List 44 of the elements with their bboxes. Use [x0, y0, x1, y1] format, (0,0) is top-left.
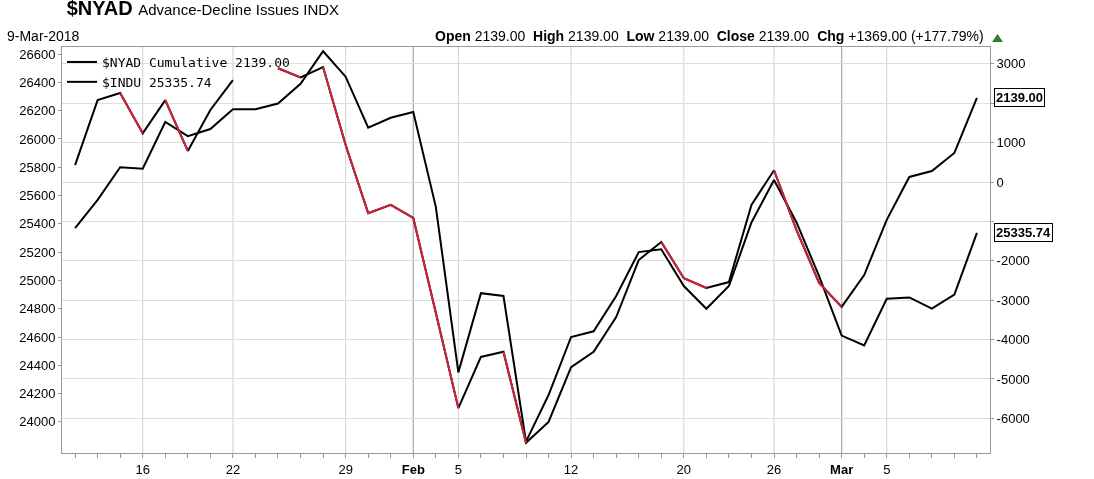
x-tick-label: 29: [338, 461, 353, 477]
text: Open 2139.00: [435, 28, 526, 44]
text: Close 2139.00: [716, 28, 810, 44]
data-label: 2139.00: [996, 90, 1043, 105]
chart-subtitle: Advance-Decline Issues INDX: [138, 0, 340, 18]
y2-tick-label: 3000: [996, 56, 1026, 72]
y-tick-label: 24000: [19, 414, 56, 430]
y-tick-label: 25200: [19, 244, 56, 260]
text: 9-Mar-2018: [7, 28, 80, 44]
x-tick-label: 26: [766, 461, 782, 477]
x-tick-label: 5: [883, 461, 891, 477]
chart-title: $NYAD: [66, 0, 133, 19]
data-label: 25335.74: [996, 225, 1051, 240]
y-tick-label: 24400: [19, 357, 56, 373]
y-tick-label: 26600: [19, 46, 56, 62]
y2-tick-label: -5000: [996, 371, 1030, 387]
text: High 2139.00: [533, 28, 619, 44]
legend-label: $NYAD Cumulative 2139.00: [102, 55, 290, 71]
y2-tick-label: -4000: [996, 332, 1030, 348]
y-tick-label: 25800: [19, 159, 56, 175]
y-tick-label: 24600: [19, 329, 56, 345]
x-tick-label: 5: [454, 461, 462, 477]
x-tick-label: 22: [225, 461, 241, 477]
legend-label: $INDU 25335.74: [102, 74, 212, 90]
y-tick-label: 26400: [19, 74, 56, 90]
x-tick-label: Mar: [830, 461, 854, 477]
text: Chg +1369.00 (+177.79%): [817, 28, 984, 44]
y2-tick-label: 1000: [996, 135, 1026, 151]
y-tick-label: 25000: [19, 272, 56, 288]
y-tick-label: 24800: [19, 301, 56, 317]
y-tick-label: 24200: [19, 386, 56, 402]
y2-tick-label: -6000: [996, 410, 1030, 426]
y2-tick-label: 0: [996, 174, 1004, 190]
y2-tick-label: -2000: [996, 253, 1030, 269]
y-tick-label: 26000: [19, 131, 56, 147]
text: Low 2139.00: [626, 28, 709, 44]
x-tick-label: 12: [563, 461, 579, 477]
y-tick-label: 25400: [19, 216, 56, 232]
y-tick-label: 25600: [19, 188, 56, 204]
x-tick-label: Feb: [401, 461, 425, 477]
x-tick-label: 20: [676, 461, 692, 477]
y2-tick-label: -3000: [996, 292, 1030, 308]
x-tick-label: 16: [135, 461, 150, 477]
y-tick-label: 26200: [19, 103, 56, 119]
